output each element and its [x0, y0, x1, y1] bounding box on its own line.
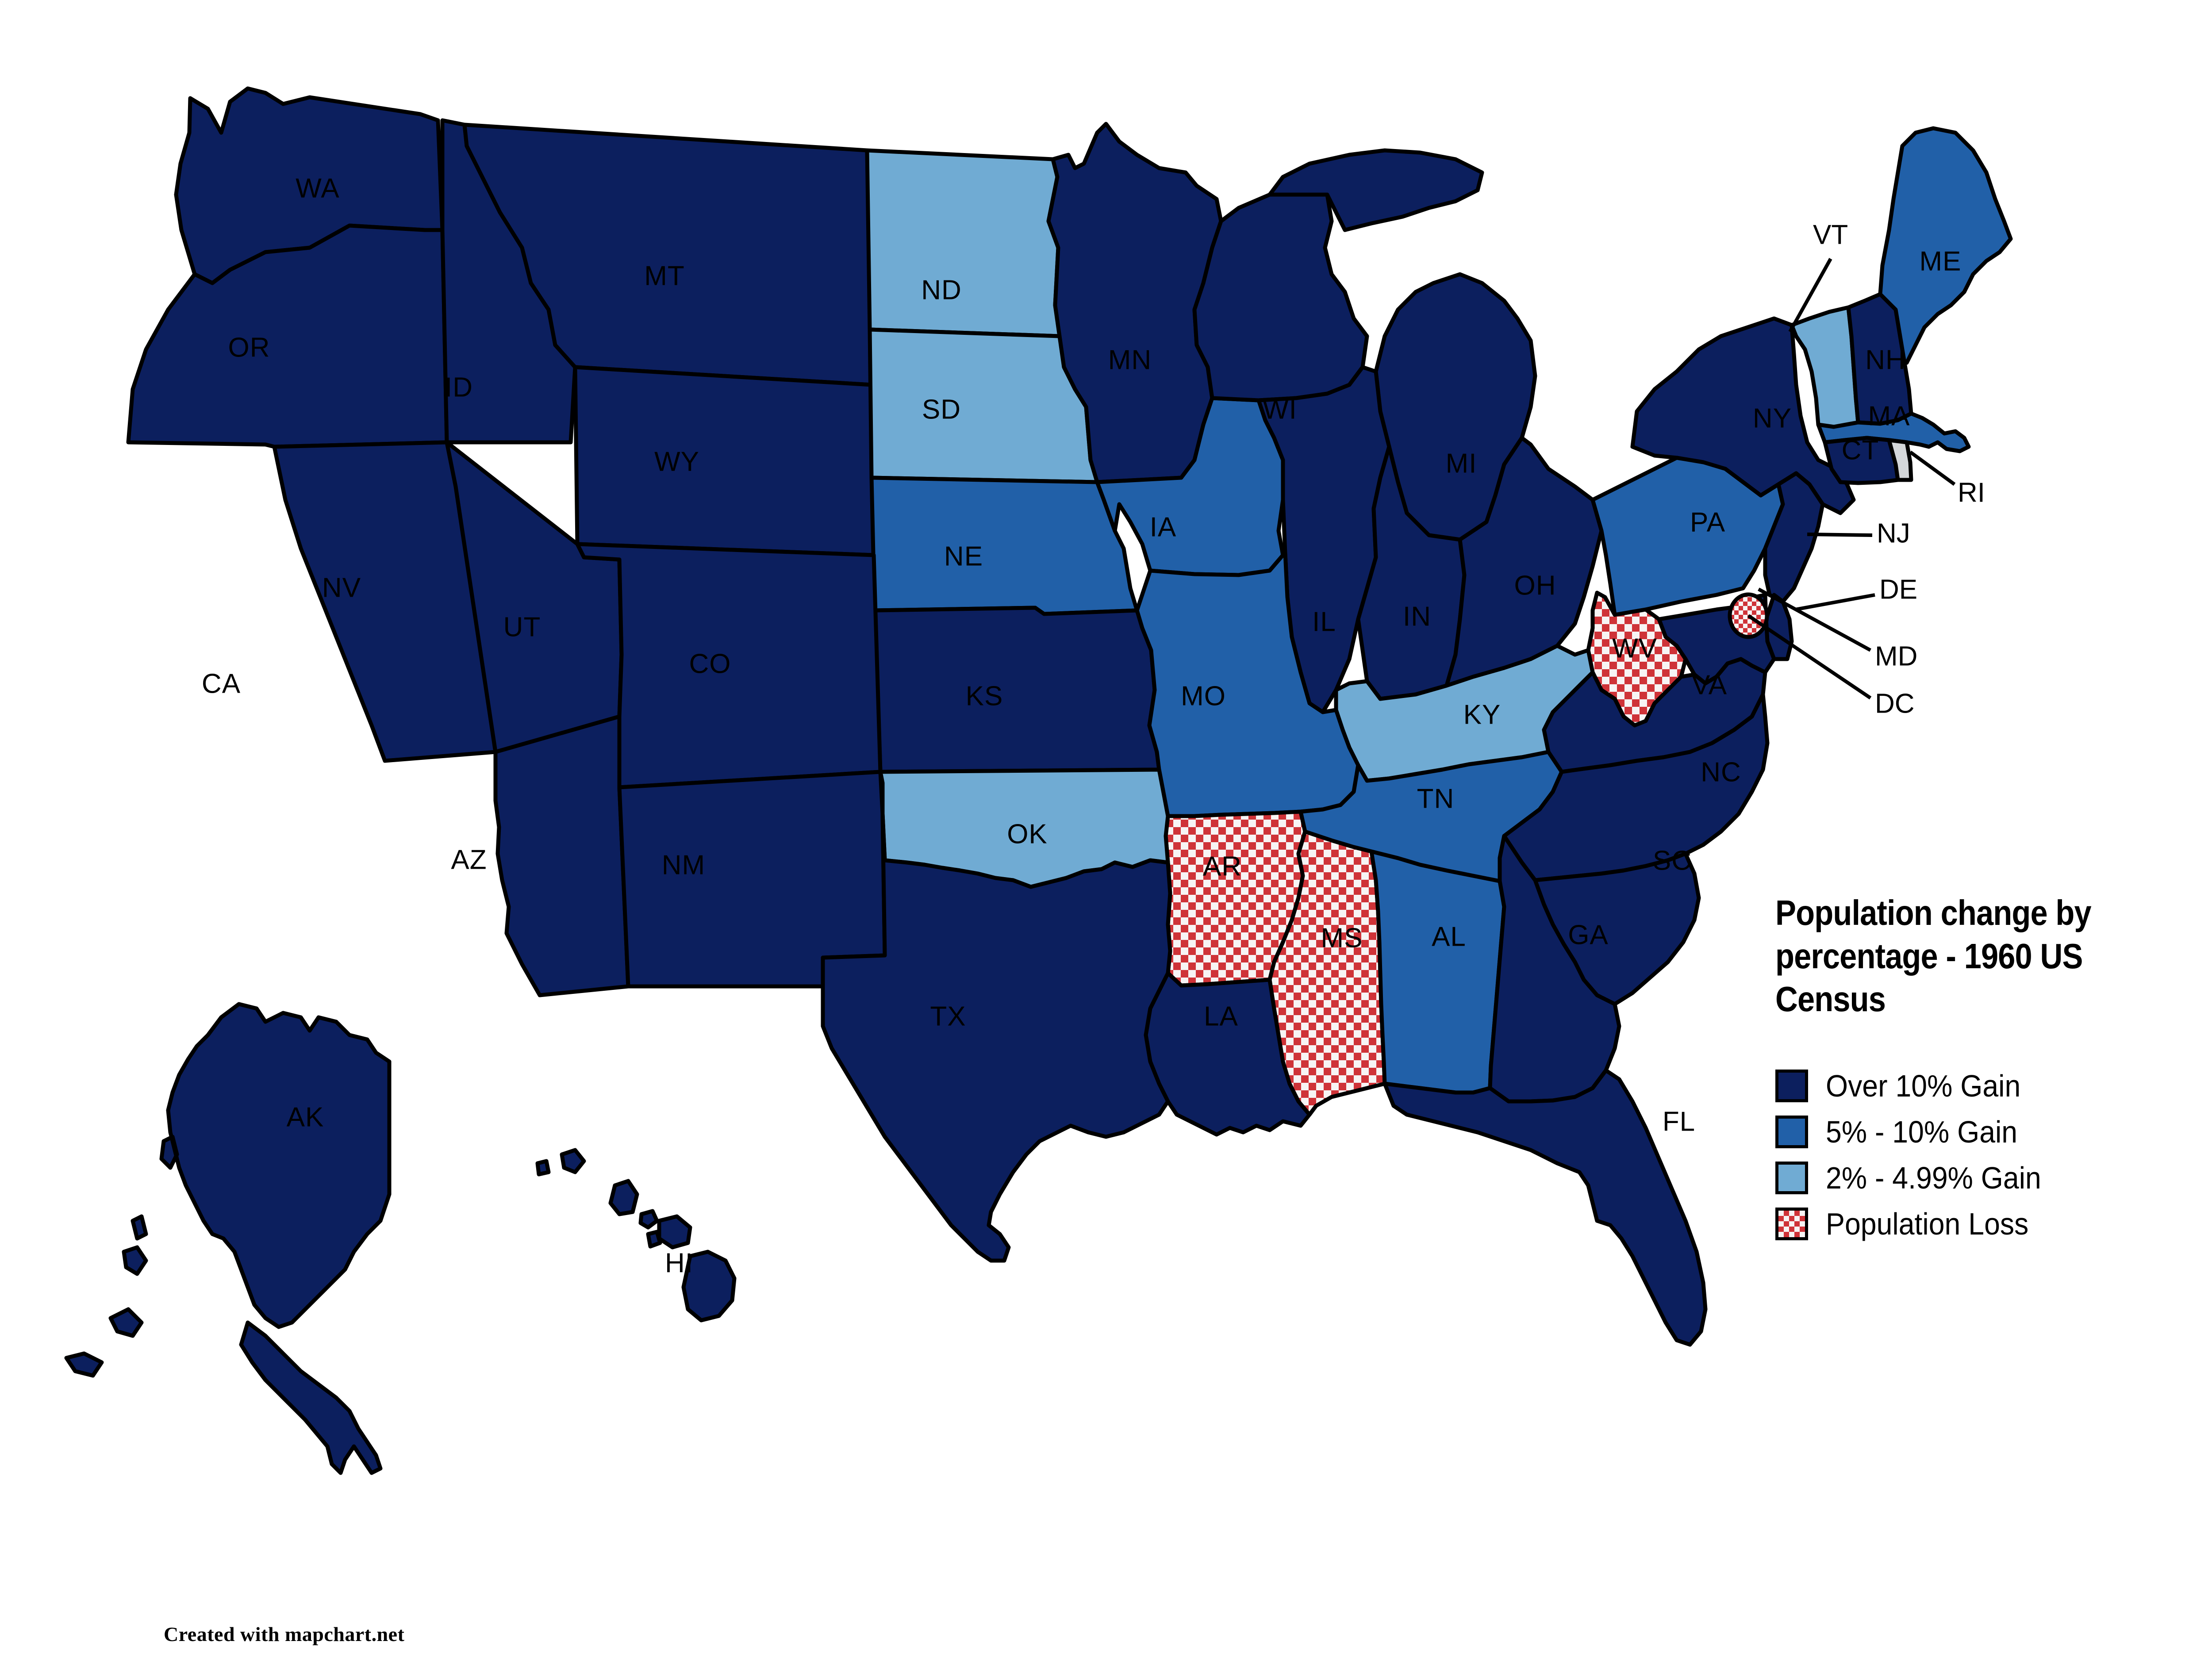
state-MI-up[interactable]: [1267, 148, 1484, 232]
state-label-FL: FL: [1663, 1106, 1695, 1137]
legend-swatch-loss: [1775, 1207, 1808, 1240]
legend-label-over10: Over 10% Gain: [1826, 1068, 2021, 1103]
legend-label-loss: Population Loss: [1826, 1206, 2029, 1241]
state-label-CA: CA: [202, 668, 241, 699]
legend-row-over10[interactable]: Over 10% Gain: [1775, 1063, 2212, 1109]
callout-group: VT RI NJ DE MD DC: [1747, 219, 1985, 719]
state-ME[interactable]: [1878, 126, 2013, 365]
state-label-MO: MO: [1181, 681, 1226, 711]
state-AK[interactable]: [64, 1002, 392, 1475]
callout-leader-DE: [1795, 593, 1875, 611]
state-label-ME: ME: [1920, 246, 1962, 276]
state-label-MA: MA: [1868, 401, 1910, 431]
legend-row-gain2to499[interactable]: 2% - 4.99% Gain: [1775, 1155, 2212, 1201]
callout-label-VT: VT: [1813, 219, 1848, 250]
state-OR[interactable]: [126, 223, 449, 449]
state-AZ[interactable]: [493, 714, 630, 997]
state-NM[interactable]: [617, 770, 887, 989]
state-label-AZ: AZ: [451, 844, 487, 875]
state-label-MN: MN: [1108, 345, 1152, 375]
state-label-NV: NV: [322, 572, 361, 603]
state-AL[interactable]: [1369, 849, 1506, 1095]
callout-leader-NJ: [1807, 533, 1873, 537]
state-label-NM: NM: [662, 850, 705, 880]
callout-label-DC: DC: [1875, 688, 1915, 719]
state-label-AR: AR: [1203, 851, 1242, 882]
state-label-OH: OH: [1514, 570, 1556, 601]
state-label-IA: IA: [1150, 512, 1177, 542]
state-label-UT: UT: [503, 612, 541, 642]
state-label-MT: MT: [644, 261, 685, 291]
legend-label-gain2to499: 2% - 4.99% Gain: [1826, 1160, 2041, 1195]
state-OH[interactable]: [1444, 436, 1604, 688]
state-HI[interactable]: [535, 1148, 737, 1323]
state-KS[interactable]: [872, 606, 1161, 774]
state-NJ[interactable]: [1763, 471, 1825, 604]
callout-label-RI: RI: [1958, 477, 1985, 508]
state-label-SD: SD: [922, 394, 961, 425]
state-label-NH: NH: [1865, 345, 1906, 375]
state-label-WA: WA: [296, 173, 340, 203]
legend-swatch-over10: [1775, 1069, 1808, 1102]
state-label-PA: PA: [1690, 507, 1725, 537]
state-label-TN: TN: [1417, 783, 1455, 814]
state-label-KY: KY: [1463, 699, 1501, 730]
state-RI[interactable]: [1887, 438, 1913, 482]
state-label-group: WA OR ID MT WY ND SD MN WI MI NV UT CO NE IA IL IN OH CA KS…: [202, 173, 1962, 1278]
legend-title: Population change by percentage - 1960 U…: [1775, 891, 2165, 1021]
state-label-OK: OK: [1007, 819, 1048, 849]
state-TX[interactable]: [821, 812, 1172, 1263]
state-label-AK: AK: [287, 1102, 324, 1132]
state-label-ND: ND: [921, 275, 962, 305]
legend-swatch-gain5to10: [1775, 1115, 1808, 1148]
state-label-WY: WY: [654, 446, 699, 477]
credit-text: Created with mapchart.net: [164, 1623, 405, 1645]
state-label-IL: IL: [1312, 606, 1336, 637]
state-label-MS: MS: [1321, 923, 1363, 953]
state-label-MI: MI: [1446, 448, 1477, 479]
state-label-NY: NY: [1753, 403, 1792, 433]
state-label-TX: TX: [930, 1001, 966, 1031]
state-label-WI: WI: [1263, 394, 1297, 425]
legend-swatch-gain2to499: [1775, 1161, 1808, 1194]
state-label-KS: KS: [966, 681, 1003, 711]
callout-leader-VT: [1788, 258, 1832, 333]
state-label-AL: AL: [1432, 921, 1466, 952]
state-label-NE: NE: [944, 541, 983, 571]
state-label-NC: NC: [1701, 757, 1741, 787]
state-GA[interactable]: [1488, 834, 1621, 1104]
state-label-WV: WV: [1612, 633, 1657, 663]
callout-leader-DC: [1747, 614, 1872, 700]
state-label-HI: HI: [665, 1248, 693, 1278]
state-label-IN: IN: [1403, 601, 1431, 632]
state-label-CO: CO: [689, 648, 731, 679]
state-label-VA: VA: [1692, 670, 1727, 700]
legend-panel: Population change by percentage - 1960 U…: [1775, 891, 2212, 1247]
callout-leader-RI: [1909, 450, 1956, 486]
callout-label-DE: DE: [1879, 574, 1917, 605]
legend-title-line1: Population change by: [1775, 893, 2092, 932]
state-VT[interactable]: [1790, 305, 1860, 429]
state-label-SC: SC: [1653, 845, 1692, 876]
state-label-GA: GA: [1568, 920, 1609, 950]
legend-items: Over 10% Gain 5% - 10% Gain 2% - 4.99% Gai…: [1775, 1063, 2212, 1247]
state-label-CT: CT: [1842, 435, 1879, 465]
state-ND[interactable]: [865, 148, 1062, 338]
callout-label-MD: MD: [1875, 641, 1917, 671]
callout-leader-MD: [1758, 587, 1871, 652]
state-FL[interactable]: [1382, 1068, 1708, 1347]
legend-label-gain5to10: 5% - 10% Gain: [1826, 1114, 2018, 1149]
callout-label-NJ: NJ: [1877, 518, 1910, 548]
legend-title-line2: percentage - 1960 US Census: [1775, 936, 2083, 1019]
state-NE[interactable]: [869, 475, 1139, 616]
state-label-LA: LA: [1204, 1001, 1238, 1031]
state-WY[interactable]: [573, 365, 876, 557]
state-label-OR: OR: [228, 332, 270, 363]
legend-row-loss[interactable]: Population Loss: [1775, 1201, 2212, 1247]
legend-row-gain5to10[interactable]: 5% - 10% Gain: [1775, 1109, 2212, 1155]
state-label-ID: ID: [445, 372, 473, 403]
